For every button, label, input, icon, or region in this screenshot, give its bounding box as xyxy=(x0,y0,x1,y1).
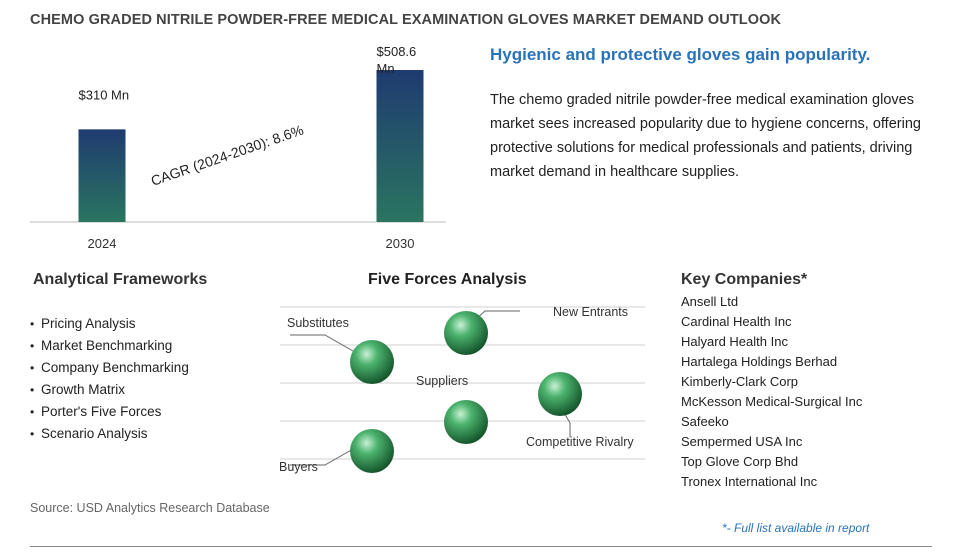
description: The chemo graded nitrile powder-free med… xyxy=(490,92,921,180)
list-item: Safeeko xyxy=(681,414,729,429)
list-item: Market Benchmarking xyxy=(30,335,189,357)
list-item: Tronex International Inc xyxy=(681,474,818,489)
bar-value-label-2030: $508.6 Mn xyxy=(377,44,420,76)
buyers-label: Buyers xyxy=(279,460,318,474)
bar-2030 xyxy=(376,70,424,222)
list-item: Top Glove Corp Bhd xyxy=(681,454,799,469)
bottom-divider xyxy=(30,546,932,547)
list-item: Pricing Analysis xyxy=(30,313,189,335)
x-tick-2024: 2024 xyxy=(88,236,117,251)
full-list-footnote: *- Full list available in report xyxy=(722,521,870,535)
list-item: Ansell Ltd xyxy=(681,294,739,309)
suppliers-ball xyxy=(444,400,488,444)
substitutes-label: Substitutes xyxy=(287,316,349,330)
competitive-rivalry-ball xyxy=(538,372,582,416)
source-note: Source: USD Analytics Research Database xyxy=(30,501,270,515)
list-item: Scenario Analysis xyxy=(30,423,189,445)
bar-value-label-2030-line2: Mn xyxy=(377,61,395,76)
analytical-frameworks-title: Analytical Frameworks xyxy=(33,271,208,288)
suppliers-label: Suppliers xyxy=(416,374,468,388)
key-companies-list: Ansell Ltd Cardinal Health Inc Halyard H… xyxy=(681,292,862,492)
list-item: Company Benchmarking xyxy=(30,357,189,379)
list-item: Hartalega Holdings Berhad xyxy=(681,354,838,369)
list-item: Porter's Five Forces xyxy=(30,401,189,423)
cagr-annotation: CAGR (2024-2030): 8.6% xyxy=(149,122,306,189)
list-item: Cardinal Health Inc xyxy=(681,314,792,329)
bar-2024 xyxy=(78,129,126,222)
five-forces-diagram: Substitutes New Entrants Suppliers Compe… xyxy=(279,305,645,474)
list-item: Kimberly-Clark Corp xyxy=(681,374,799,389)
x-tick-2030: 2030 xyxy=(386,236,415,251)
new-entrants-label: New Entrants xyxy=(553,305,628,319)
key-companies-title: Key Companies* xyxy=(681,271,808,288)
list-item: Growth Matrix xyxy=(30,379,189,401)
new-entrants-ball xyxy=(444,311,488,355)
buyers-ball xyxy=(350,429,394,473)
analytical-frameworks-list: Pricing Analysis Market Benchmarking Com… xyxy=(30,313,189,445)
headline: Hygienic and protective gloves gain popu… xyxy=(490,45,871,64)
list-item: Halyard Health Inc xyxy=(681,334,788,349)
substitutes-ball xyxy=(350,340,394,384)
bar-value-label-2030-line1: $508.6 xyxy=(377,44,417,59)
page-title: CHEMO GRADED NITRILE POWDER-FREE MEDICAL… xyxy=(30,12,782,28)
list-item: McKesson Medical-Surgical Inc xyxy=(681,394,863,409)
market-bar-chart: $310 Mn $508.6 Mn 2024 2030 CAGR (2024-2… xyxy=(30,44,446,251)
competitive-rivalry-label: Competitive Rivalry xyxy=(526,435,634,449)
bar-value-label-2024: $310 Mn xyxy=(79,87,130,102)
list-item: Sempermed USA Inc xyxy=(681,434,803,449)
five-forces-title: Five Forces Analysis xyxy=(368,271,527,288)
